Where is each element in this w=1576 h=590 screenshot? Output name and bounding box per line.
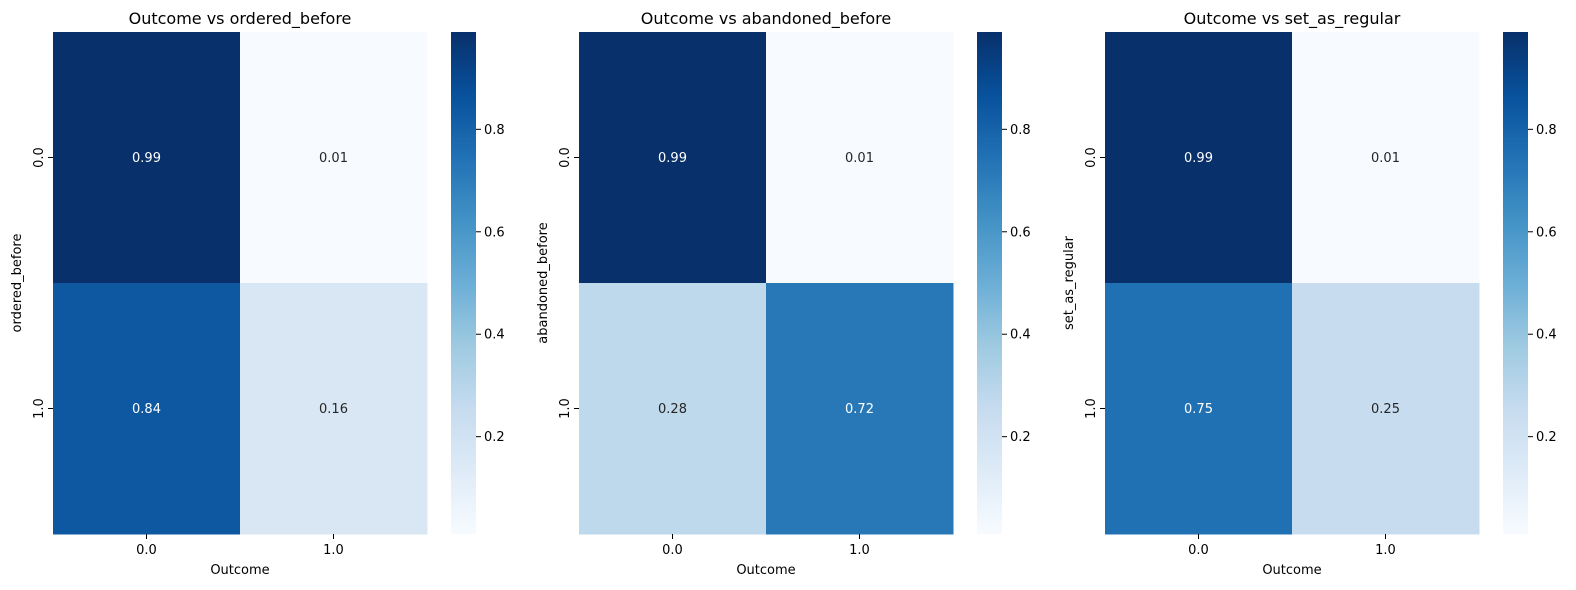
x-tick-label: 1.0	[323, 543, 344, 558]
heatmap-cell	[1292, 32, 1480, 284]
colorbar-tick-label: 0.8	[484, 123, 505, 138]
y-tick-label: 1.0	[558, 398, 573, 419]
cell-value-label: 0.16	[319, 402, 348, 417]
heatmap-cell	[1292, 283, 1480, 535]
y-tick-label: 1.0	[1084, 398, 1099, 419]
y-axis-label: ordered_before	[10, 234, 25, 333]
colorbar	[451, 32, 476, 534]
colorbar	[1503, 32, 1528, 534]
x-tick-label: 1.0	[849, 543, 870, 558]
colorbar-tick-label: 0.2	[1536, 430, 1557, 445]
cell-value-label: 0.01	[1371, 151, 1400, 166]
heatmap-cell	[579, 283, 767, 535]
colorbar-tick-label: 0.4	[1536, 328, 1557, 343]
colorbar-tick-label: 0.4	[1010, 328, 1031, 343]
x-tick-label: 0.0	[136, 543, 157, 558]
colorbar-tick-label: 0.2	[1010, 430, 1031, 445]
cell-value-label: 0.01	[319, 151, 348, 166]
colorbar-tick-label: 0.4	[484, 328, 505, 343]
chart-title: Outcome vs set_as_regular	[1184, 9, 1401, 29]
colorbar-tick-label: 0.6	[1536, 225, 1557, 240]
cell-value-label: 0.99	[658, 151, 687, 166]
cell-value-label: 0.72	[845, 402, 874, 417]
heatmap-cell	[53, 283, 241, 535]
heatmap-cell	[766, 32, 954, 284]
heatmap-cell	[766, 283, 954, 535]
colorbar-tick-label: 0.8	[1010, 123, 1031, 138]
cell-value-label: 0.25	[1371, 402, 1400, 417]
heatmap-cell	[1105, 32, 1293, 284]
heatmap-cell	[53, 32, 241, 284]
colorbar-tick-label: 0.2	[484, 430, 505, 445]
heatmap-panel-2: 0.99 0.01 0.28 0.72 Outcome vs abandoned_bef…	[536, 9, 1031, 578]
chart-title: Outcome vs ordered_before	[129, 9, 352, 29]
heatmap-cell	[579, 32, 767, 284]
y-axis-label: abandoned_before	[536, 222, 551, 343]
x-axis-label: Outcome	[736, 563, 795, 578]
heatmap-cell	[240, 32, 428, 284]
x-axis-label: Outcome	[1262, 563, 1321, 578]
colorbar-tick-label: 0.6	[484, 225, 505, 240]
cell-value-label: 0.28	[658, 402, 687, 417]
y-axis-label: set_as_regular	[1062, 235, 1077, 330]
cell-value-label: 0.99	[132, 151, 161, 166]
heatmap-cell	[240, 283, 428, 535]
y-tick-label: 0.0	[1084, 147, 1099, 168]
heatmap-panel-1: 0.99 0.01 0.84 0.16 Outcome vs ordered_befor…	[10, 9, 505, 578]
cell-value-label: 0.75	[1184, 402, 1213, 417]
y-tick-label: 1.0	[32, 398, 47, 419]
y-tick-label: 0.0	[558, 147, 573, 168]
colorbar-tick-label: 0.6	[1010, 225, 1031, 240]
colorbar-tick-label: 0.8	[1536, 123, 1557, 138]
cell-value-label: 0.01	[845, 151, 874, 166]
x-tick-label: 1.0	[1375, 543, 1396, 558]
x-tick-label: 0.0	[1188, 543, 1209, 558]
heatmap-panel-3: 0.99 0.01 0.75 0.25 Outcome vs set_as_regula…	[1062, 9, 1557, 578]
cell-value-label: 0.84	[132, 402, 161, 417]
cell-value-label: 0.99	[1184, 151, 1213, 166]
y-tick-label: 0.0	[32, 147, 47, 168]
heatmap-cell	[1105, 283, 1293, 535]
x-axis-label: Outcome	[210, 563, 269, 578]
chart-title: Outcome vs abandoned_before	[641, 9, 891, 29]
x-tick-label: 0.0	[662, 543, 683, 558]
colorbar	[977, 32, 1002, 534]
